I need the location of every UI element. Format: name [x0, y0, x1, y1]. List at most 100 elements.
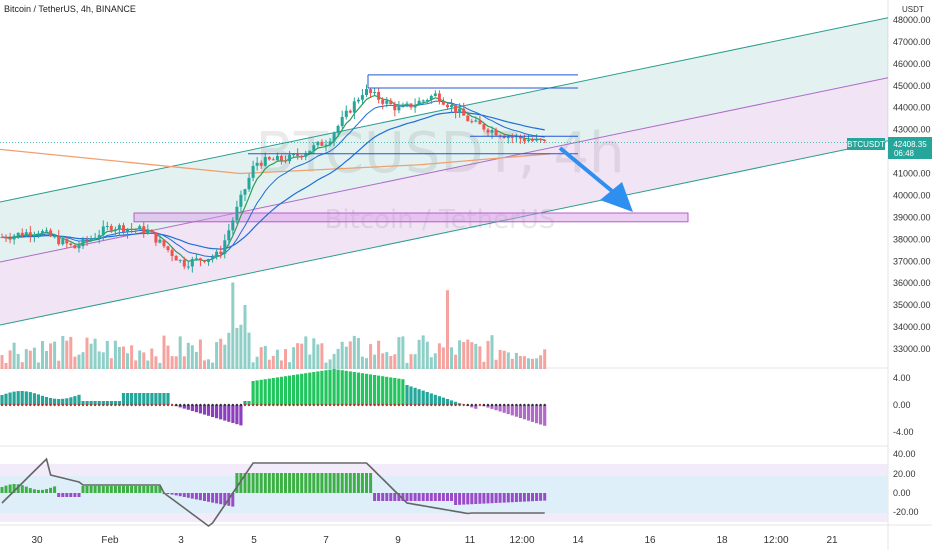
macd-histogram-bar	[65, 398, 69, 405]
candle-body	[360, 95, 364, 100]
candle-body	[401, 105, 405, 108]
macd-histogram-bar	[543, 405, 547, 426]
macd-zero-dot	[25, 403, 28, 407]
volume-bar	[535, 358, 539, 369]
oscillator-bar	[308, 473, 312, 493]
candle-body	[41, 231, 44, 234]
candle-body	[288, 154, 292, 162]
macd-histogram-bar	[44, 397, 49, 405]
volume-bar	[215, 342, 219, 369]
macd-histogram-bar	[474, 405, 478, 409]
macd-zero-dot	[316, 403, 320, 407]
volume-bar	[446, 290, 449, 369]
candle-body	[389, 100, 393, 104]
macd-histogram-bar	[397, 378, 401, 405]
volume-bar	[259, 347, 263, 369]
macd-zero-dot	[304, 403, 307, 407]
macd-zero-dot	[81, 403, 85, 407]
macd-zero-dot	[223, 403, 226, 407]
macd-histogram-bar	[328, 369, 332, 405]
macd-histogram-bar	[518, 405, 522, 418]
oscillator-bar	[462, 493, 466, 505]
volume-bar	[296, 343, 300, 369]
candle-body	[190, 259, 194, 267]
volume-bar	[482, 361, 486, 369]
volume-bar	[292, 347, 296, 369]
candle-body	[450, 105, 453, 108]
candle-body	[57, 236, 61, 245]
candle-body	[109, 226, 113, 231]
macd-zero-dot	[401, 403, 405, 407]
volume-bar	[543, 349, 547, 369]
macd-histogram-bar	[401, 379, 405, 405]
oscillator-bar	[215, 493, 219, 504]
volume-bar	[352, 335, 356, 369]
price-axis[interactable]: 48000.00 47000.00 46000.00 45000.00 44000.00…	[893, 15, 931, 354]
oscillator-bar	[247, 473, 251, 493]
volume-bar	[36, 362, 40, 369]
candle-body	[344, 110, 348, 117]
macd-histogram-bar	[77, 394, 81, 405]
macd-histogram-bar	[292, 375, 296, 405]
price-tick-label: 39000.00	[893, 212, 931, 222]
macd-histogram-bar	[154, 393, 158, 405]
oscillator-bar	[41, 489, 44, 493]
candle-body	[53, 236, 57, 238]
macd-zero-dot	[138, 403, 141, 407]
macd-histogram-bar	[53, 398, 57, 405]
oscillator-bar	[109, 486, 113, 493]
oscillator-bar	[450, 493, 453, 501]
price-badge-countdown: 06:48	[894, 149, 915, 158]
macd-zero-dot	[69, 403, 73, 407]
macd-zero-dot	[195, 403, 198, 407]
macd-zero-dot	[413, 403, 417, 407]
macd-histogram-bar	[494, 405, 498, 411]
macd-histogram-bar	[429, 393, 433, 405]
volume-bar	[514, 352, 518, 369]
volume-bar	[300, 343, 304, 369]
volume-bar	[32, 347, 36, 369]
macd-zero-dot	[288, 403, 291, 407]
candle-body	[441, 101, 445, 105]
macd-zero-dot	[470, 403, 473, 407]
macd-histogram-bar	[356, 372, 360, 405]
volume-bar	[20, 362, 24, 369]
oscillator-bar	[369, 473, 373, 493]
macd-zero-dot	[255, 403, 259, 407]
macd-zero-dot	[527, 403, 530, 407]
oscillator-bar	[401, 493, 405, 501]
time-axis[interactable]: 30 Feb 3 5 7 9 11 12:00 14 16 18 12:00 21	[31, 535, 838, 546]
macd-histogram-bar	[352, 372, 356, 405]
candle-body	[130, 228, 134, 230]
price-tick-label: 46000.00	[893, 59, 931, 69]
candle-body	[292, 154, 296, 156]
oscillator-bar	[425, 493, 429, 501]
macd-zero-dot	[341, 403, 344, 407]
oscillator-bar	[405, 493, 409, 501]
macd-histogram-bar	[101, 401, 105, 405]
macd-zero-dot	[179, 403, 182, 407]
price-badge-value: 42408.35	[893, 140, 927, 149]
time-tick-label: 30	[31, 535, 43, 546]
volume-bar	[113, 340, 117, 369]
macd-zero-dot	[422, 403, 425, 407]
macd-zero-dot	[187, 403, 190, 407]
macd-histogram-bar	[219, 405, 223, 420]
candle-body	[308, 150, 312, 154]
volume-bar	[373, 354, 377, 369]
volume-bar	[425, 341, 429, 369]
oscillator-bar	[522, 493, 526, 502]
macd-histogram-bar	[57, 399, 61, 405]
macd-zero-dot	[89, 403, 93, 407]
time-tick-label: 18	[716, 535, 728, 546]
candle-body	[429, 96, 433, 100]
macd-zero-dot	[478, 403, 482, 407]
macd-zero-dot	[539, 403, 542, 407]
volume-bar	[304, 336, 308, 369]
macd-zero-dot	[231, 403, 234, 407]
oscillator-bar	[304, 473, 308, 493]
macd-histogram-bar	[421, 390, 425, 405]
macd-histogram-bar	[381, 376, 385, 405]
volume-bar	[174, 356, 178, 369]
